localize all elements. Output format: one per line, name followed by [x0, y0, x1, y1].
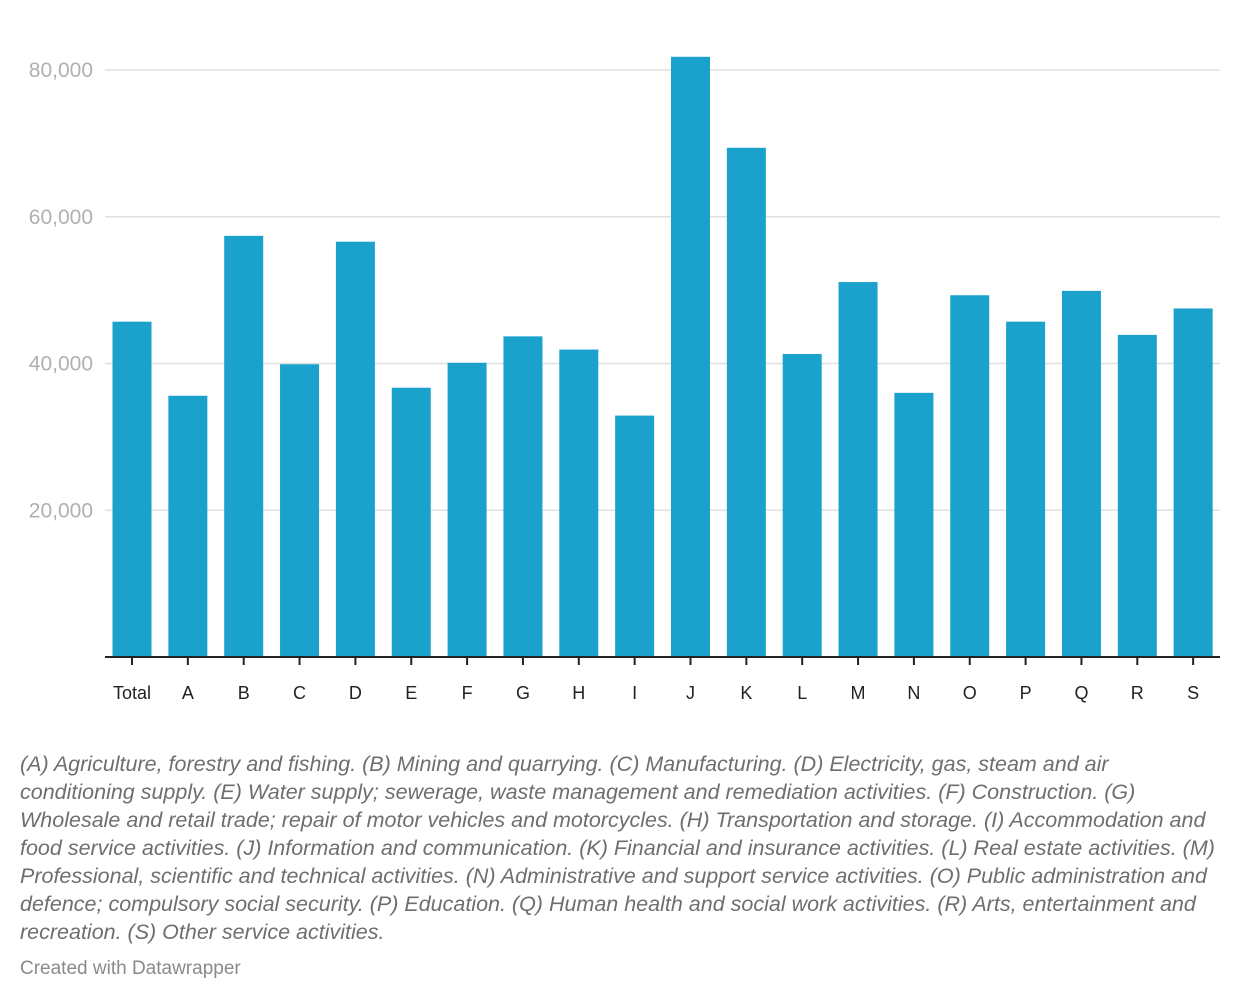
- bar-k: [726, 147, 766, 657]
- x-tick-label: F: [462, 683, 473, 703]
- x-tick-label: B: [238, 683, 250, 703]
- bar-n: [894, 392, 934, 657]
- bar-j: [671, 56, 710, 658]
- bar-g: [503, 336, 543, 657]
- x-tick-label: S: [1187, 683, 1199, 703]
- bar-d: [335, 241, 375, 657]
- y-tick-label: 20,000: [29, 499, 93, 522]
- x-tick-label: M: [851, 683, 866, 703]
- bar-q: [1061, 290, 1101, 657]
- bar-h: [559, 349, 599, 657]
- bar-a: [168, 395, 208, 657]
- y-tick-label: 40,000: [29, 353, 93, 376]
- y-axis-tick-labels: 20,000 40,000 60,000 80,000: [29, 59, 93, 522]
- bar-f: [447, 362, 487, 657]
- x-tick-label: J: [686, 683, 695, 703]
- x-axis: [105, 656, 1220, 665]
- bar-i: [615, 415, 655, 657]
- x-tick-label: G: [516, 683, 530, 703]
- bar-chart: 20,000 40,000 60,000 80,000 Total A B C D E F G H I J…: [29, 56, 1220, 703]
- bar-c: [280, 364, 320, 657]
- y-tick-label: 80,000: [29, 59, 93, 82]
- x-tick-label: K: [740, 683, 752, 703]
- category-notes: (A) Agriculture, forestry and fishing. (…: [20, 752, 1215, 944]
- bar-e: [391, 387, 431, 657]
- x-tick-label: H: [572, 683, 585, 703]
- bar-p: [1006, 321, 1046, 657]
- x-tick-label: E: [405, 683, 417, 703]
- gridlines: [105, 69, 1220, 511]
- x-tick-label: C: [293, 683, 306, 703]
- bar-s: [1173, 308, 1213, 657]
- bars: [112, 56, 1213, 658]
- x-tick-label: Q: [1074, 683, 1088, 703]
- x-tick-label: N: [907, 683, 920, 703]
- x-tick-label: Total: [113, 683, 151, 703]
- bar-total: [112, 321, 152, 657]
- bar-m: [838, 282, 878, 657]
- x-axis-tick-labels: Total A B C D E F G H I J K L M N O P Q R S: [113, 683, 1199, 703]
- bar-r: [1117, 334, 1157, 657]
- bar-l: [782, 353, 822, 657]
- x-tick-label: R: [1131, 683, 1144, 703]
- datawrapper-credit: Created with Datawrapper: [20, 958, 241, 979]
- x-tick-label: O: [963, 683, 977, 703]
- x-tick-label: L: [797, 683, 807, 703]
- x-tick-label: A: [182, 683, 194, 703]
- bar-o: [950, 295, 990, 657]
- x-tick-label: I: [632, 683, 637, 703]
- bar-b: [224, 235, 264, 657]
- y-tick-label: 60,000: [29, 206, 93, 229]
- x-tick-label: D: [349, 683, 362, 703]
- x-tick-label: P: [1020, 683, 1032, 703]
